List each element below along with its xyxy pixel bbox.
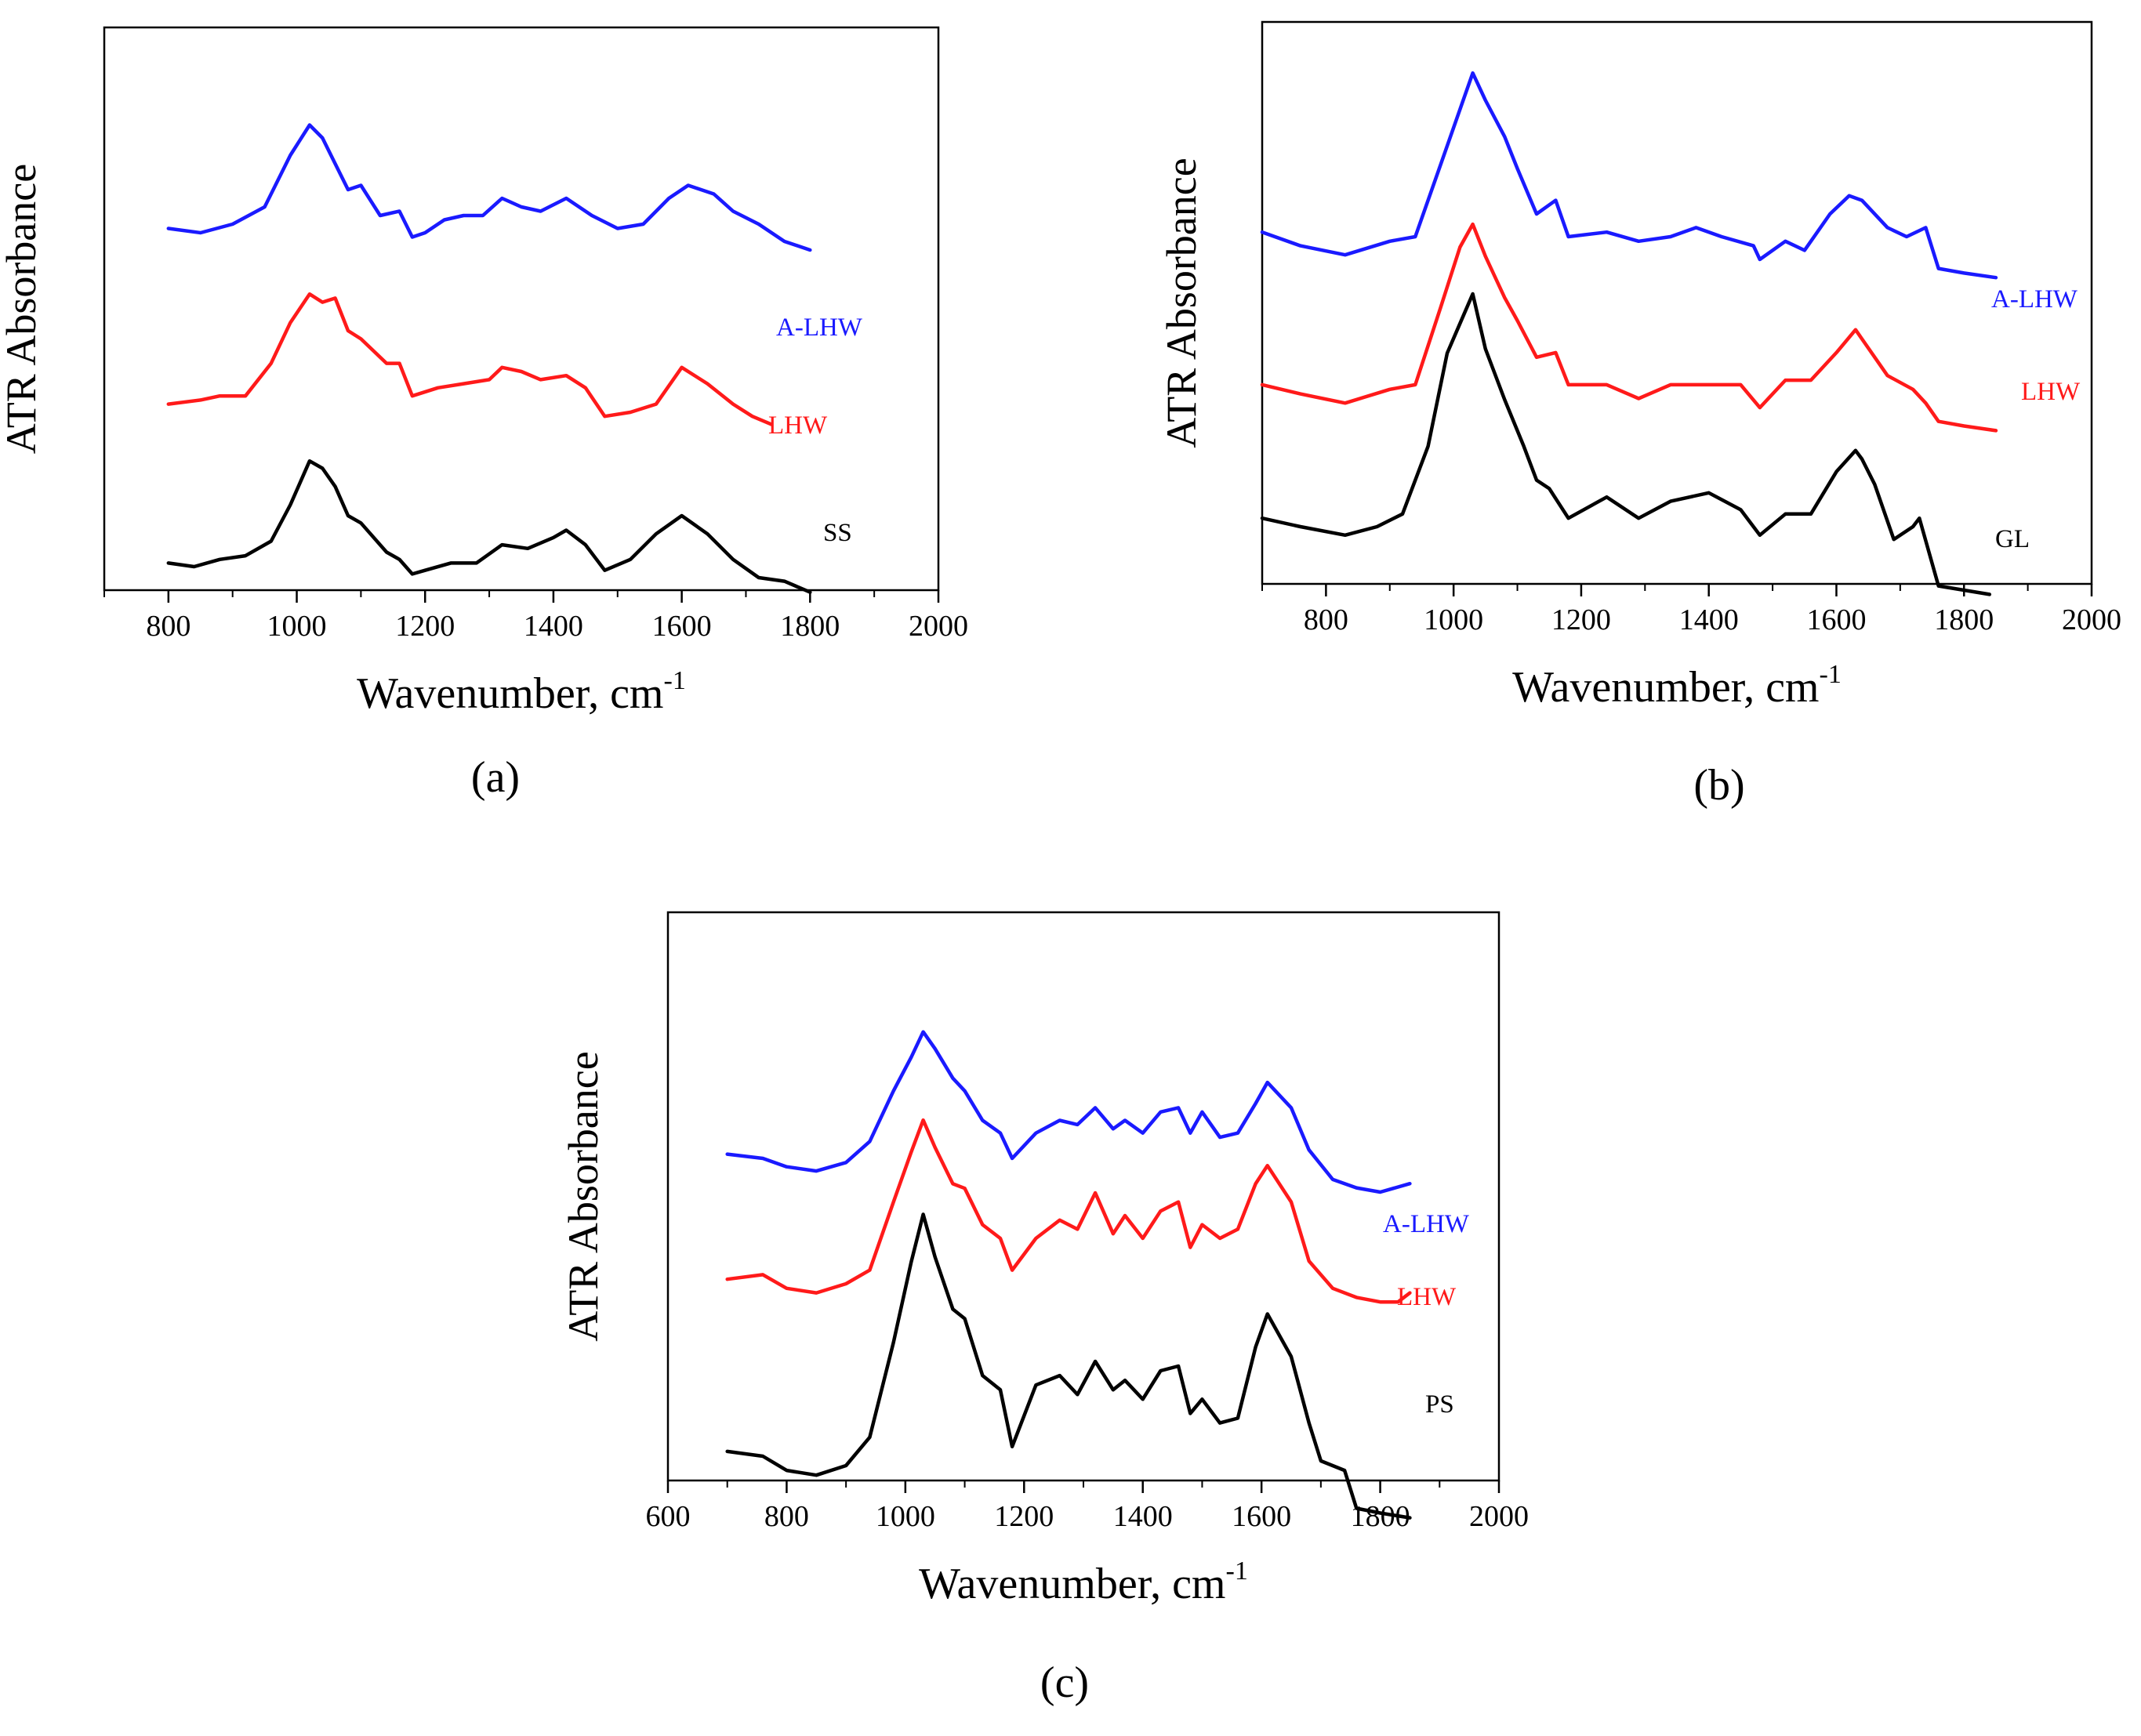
series-line-a-lhw	[725, 1030, 1412, 1194]
x-tick-label: 800	[146, 610, 191, 643]
series-line-ss	[166, 458, 812, 594]
chart-panel-b: 800 1000 1200 1400 1600 1800 2000 Wavenumber, c…	[1158, 20, 2121, 810]
series-label-ss: SS	[823, 519, 852, 547]
x-tick-label: 1200	[1551, 603, 1611, 636]
x-tick-label: 1200	[994, 1500, 1054, 1533]
plot-frame	[666, 911, 1501, 1482]
series-label-lhw: LHW	[2021, 378, 2081, 406]
series-line-gl	[1260, 292, 1992, 596]
x-tick-label: 1800	[1934, 603, 1994, 636]
panel-label: (c)	[1040, 1658, 1089, 1707]
y-axis-label: ATR Absorbance	[560, 1051, 607, 1341]
x-tick-label: 1400	[524, 610, 583, 643]
x-tick-label: 1000	[267, 610, 327, 643]
x-tick-label: 600	[646, 1500, 691, 1533]
x-tick-label: 2000	[2062, 603, 2121, 636]
series-label-gl: GL	[1995, 525, 2030, 553]
series-label-a-lhw: A-LHW	[776, 313, 863, 342]
x-tick-label: 1000	[876, 1500, 935, 1533]
series-line-a-lhw	[1260, 71, 1998, 280]
chart-panel-c: 600 800 1000 1200 1400 1600 1800 2000Wavenumber…	[560, 911, 1529, 1707]
panel-label: (a)	[471, 753, 520, 802]
x-tick-label: 1600	[652, 610, 712, 643]
x-tick-label: 1400	[1679, 603, 1739, 636]
series-line-a-lhw	[166, 123, 812, 252]
series-label-lhw: LHW	[768, 411, 828, 440]
x-tick-label: 2000	[909, 610, 968, 643]
x-tick-label: 2000	[1469, 1500, 1529, 1533]
x-axis-label: Wavenumber, cm-1	[919, 1557, 1248, 1608]
x-tick-label: 1200	[395, 610, 455, 643]
x-tick-label: 1400	[1113, 1500, 1173, 1533]
y-axis-label: ATR Absorbance	[1158, 158, 1205, 448]
x-axis-label: Wavenumber, cm-1	[1512, 660, 1842, 712]
x-tick-label: 1000	[1424, 603, 1483, 636]
x-tick-label: 800	[1304, 603, 1348, 636]
panel-label: (b)	[1693, 761, 1744, 810]
x-tick-label: 1600	[1806, 603, 1866, 636]
series-label-lhw: LHW	[1397, 1283, 1457, 1311]
series-line-lhw	[166, 292, 774, 426]
x-axis-label: Wavenumber, cm-1	[357, 666, 686, 718]
x-tick-label: 1600	[1232, 1500, 1291, 1533]
series-line-ps	[725, 1212, 1412, 1520]
plot-frame	[103, 26, 940, 592]
x-tick-label: 1800	[780, 610, 840, 643]
series-line-lhw	[1260, 222, 1998, 433]
series-label-ps: PS	[1425, 1390, 1454, 1419]
series-label-a-lhw: A-LHW	[1383, 1210, 1470, 1238]
plot-frame	[1261, 20, 2093, 585]
chart-panel-a: 800 1000 1200 1400 1600 1800 2000 Wavenumber, c…	[0, 26, 968, 802]
y-axis-label: ATR Absorbance	[0, 164, 45, 454]
x-tick-label: 800	[764, 1500, 809, 1533]
series-line-lhw	[725, 1118, 1412, 1304]
series-label-a-lhw: A-LHW	[1991, 285, 2078, 313]
